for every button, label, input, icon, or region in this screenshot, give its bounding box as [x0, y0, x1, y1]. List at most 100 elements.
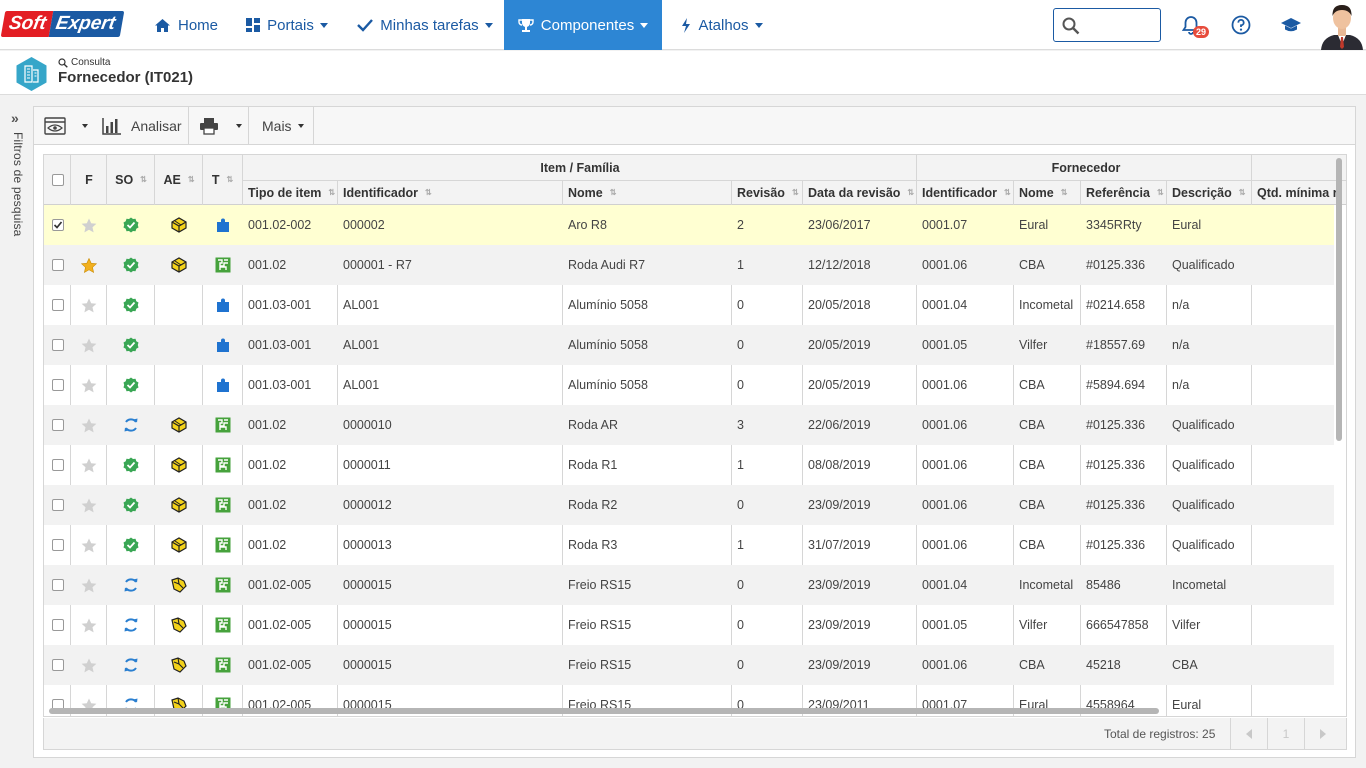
notifications-button[interactable]: [1179, 13, 1203, 37]
row-select-cell[interactable]: [52, 565, 64, 605]
favorite-star-icon[interactable]: [71, 605, 107, 645]
col-descricao[interactable]: Descrição ⇅: [1172, 180, 1252, 205]
col-fornecedor-identificador[interactable]: Identificador ⇅: [922, 180, 1014, 205]
table-row[interactable]: 001.02 0000012 Roda R2 0 23/09/2019 0001.06 CB…: [44, 485, 1334, 525]
nav-home[interactable]: Home: [143, 0, 229, 50]
row-checkbox[interactable]: [52, 219, 64, 231]
row-checkbox[interactable]: [52, 659, 64, 671]
table-row[interactable]: 001.02 0000010 Roda AR 3 22/06/2019 0001.06 CB…: [44, 405, 1334, 445]
nav-atalhos[interactable]: Atalhos: [670, 0, 774, 50]
favorite-star-icon[interactable]: [71, 485, 107, 525]
row-select-cell[interactable]: [52, 205, 64, 245]
table-row[interactable]: 001.02-005 0000015 Freio RS15 0 23/09/2019 00…: [44, 565, 1334, 605]
nav-atalhos-label: Atalhos: [698, 16, 749, 34]
total-records: Total de registros: 25: [1104, 727, 1216, 741]
row-checkbox[interactable]: [52, 339, 64, 351]
prev-page-button[interactable]: [1230, 718, 1267, 749]
row-select-cell[interactable]: [52, 485, 64, 525]
top-navbar: Soft Expert Home Portais Minhas tarefas C…: [0, 0, 1366, 50]
favorite-star-icon[interactable]: [71, 645, 107, 685]
favorite-star-icon[interactable]: [71, 405, 107, 445]
table-row[interactable]: 001.03-001 AL001 Alumínio 5058 0 20/05/2018 0…: [44, 285, 1334, 325]
filters-label[interactable]: Filtros de pesquisa: [11, 132, 25, 237]
row-select-cell[interactable]: [52, 405, 64, 445]
col-data-revisao[interactable]: Data da revisão ⇅: [808, 180, 916, 205]
row-checkbox[interactable]: [52, 619, 64, 631]
col-revisao[interactable]: Revisão ⇅: [737, 180, 801, 205]
view-button[interactable]: [44, 107, 66, 145]
col-ae[interactable]: AE ⇅: [155, 155, 203, 205]
row-checkbox[interactable]: [52, 539, 64, 551]
cell-fid: 0001.07: [922, 218, 968, 232]
view-dropdown[interactable]: [82, 107, 88, 145]
horizontal-scrollbar[interactable]: [49, 708, 1159, 714]
cell-desc: Qualificado: [1172, 498, 1235, 512]
favorite-star-icon[interactable]: [71, 205, 107, 245]
row-checkbox[interactable]: [52, 459, 64, 471]
more-button[interactable]: Mais: [262, 107, 304, 145]
current-page[interactable]: 1: [1267, 718, 1304, 749]
favorite-star-icon[interactable]: [71, 365, 107, 405]
col-qtd-minima[interactable]: Qtd. mínima r: [1257, 185, 1337, 200]
col-favorite[interactable]: F: [85, 173, 93, 187]
row-checkbox[interactable]: [52, 499, 64, 511]
checkbox[interactable]: [52, 174, 64, 186]
cell-fid: 0001.06: [922, 658, 968, 672]
row-select-cell[interactable]: [52, 445, 64, 485]
favorite-star-icon[interactable]: [71, 525, 107, 565]
print-dropdown[interactable]: [236, 107, 242, 145]
print-button[interactable]: [199, 107, 219, 145]
favorite-star-icon[interactable]: [71, 565, 107, 605]
table-row[interactable]: 001.02 0000013 Roda R3 1 31/07/2019 0001.06 CB…: [44, 525, 1334, 565]
favorite-star-icon[interactable]: [71, 245, 107, 285]
row-select-cell[interactable]: [52, 365, 64, 405]
search-input[interactable]: [1084, 15, 1154, 35]
nav-minhas-tarefas[interactable]: Minhas tarefas: [350, 0, 500, 50]
row-checkbox[interactable]: [52, 419, 64, 431]
analyze-button[interactable]: Analisar: [102, 107, 182, 145]
cell-fnome: CBA: [1019, 658, 1045, 672]
cell-tipo: 001.03-001: [248, 378, 312, 392]
row-select-cell[interactable]: [52, 525, 64, 565]
col-fornecedor-nome[interactable]: Nome ⇅: [1019, 180, 1079, 205]
nav-componentes[interactable]: Componentes: [504, 0, 662, 50]
row-select-cell[interactable]: [52, 605, 64, 645]
col-t[interactable]: T ⇅: [203, 155, 242, 205]
table-row[interactable]: 001.02-005 0000015 Freio RS15 0 23/09/2019 00…: [44, 605, 1334, 645]
help-button[interactable]: [1229, 13, 1253, 37]
favorite-star-icon[interactable]: [71, 285, 107, 325]
expand-sidebar-icon[interactable]: »: [11, 110, 19, 126]
col-nome[interactable]: Nome ⇅: [568, 180, 730, 205]
col-ae-label: AE: [163, 173, 181, 187]
table-row[interactable]: 001.03-001 AL001 Alumínio 5058 0 20/05/2019 0…: [44, 325, 1334, 365]
col-referencia[interactable]: Referência ⇅: [1086, 180, 1166, 205]
table-row[interactable]: 001.02-002 000002 Aro R8 2 23/06/2017 0001.07…: [44, 205, 1334, 245]
user-avatar[interactable]: [1318, 0, 1366, 50]
learning-button[interactable]: [1279, 13, 1303, 37]
row-checkbox[interactable]: [52, 579, 64, 591]
table-row[interactable]: 001.02 000001 - R7 Roda Audi R7 1 12/12/2018…: [44, 245, 1334, 285]
select-all-checkbox[interactable]: [52, 155, 64, 205]
row-select-cell[interactable]: [52, 245, 64, 285]
table-row[interactable]: 001.02 0000011 Roda R1 1 08/08/2019 0001.06 CB…: [44, 445, 1334, 485]
softexpert-logo[interactable]: Soft Expert: [0, 10, 125, 38]
table-row[interactable]: 001.02-005 0000015 Freio RS15 0 23/09/2019 00…: [44, 645, 1334, 685]
search-filters-sidebar[interactable]: » Filtros de pesquisa: [0, 96, 32, 768]
global-search[interactable]: [1053, 8, 1161, 42]
row-select-cell[interactable]: [52, 645, 64, 685]
col-so[interactable]: SO ⇅: [107, 155, 155, 205]
row-checkbox[interactable]: [52, 379, 64, 391]
row-select-cell[interactable]: [52, 325, 64, 365]
nav-portais[interactable]: Portais: [236, 0, 338, 50]
row-select-cell[interactable]: [52, 285, 64, 325]
cell-desc: n/a: [1172, 338, 1190, 352]
table-row[interactable]: 001.03-001 AL001 Alumínio 5058 0 20/05/2019 0…: [44, 365, 1334, 405]
col-tipo-item[interactable]: Tipo de item ⇅: [248, 180, 336, 205]
next-page-button[interactable]: [1304, 718, 1341, 749]
favorite-star-icon[interactable]: [71, 445, 107, 485]
row-checkbox[interactable]: [52, 259, 64, 271]
col-identificador[interactable]: Identificador ⇅: [343, 180, 561, 205]
row-checkbox[interactable]: [52, 299, 64, 311]
favorite-star-icon[interactable]: [71, 325, 107, 365]
vertical-scrollbar[interactable]: [1336, 158, 1342, 441]
